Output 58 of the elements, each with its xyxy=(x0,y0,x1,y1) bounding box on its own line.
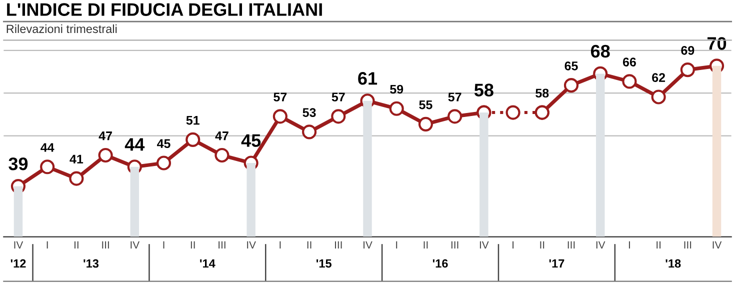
data-label: 53 xyxy=(302,108,316,117)
x-tick-label: III xyxy=(335,241,342,248)
data-label: 45 xyxy=(241,134,261,147)
x-tick-label: I xyxy=(396,241,398,248)
data-label: 59 xyxy=(390,84,404,94)
x-tick-label: I xyxy=(46,241,48,248)
data-label: 47 xyxy=(98,132,112,140)
x-tick-label: IV xyxy=(596,241,606,248)
text: '15 xyxy=(316,259,332,268)
x-tick-label: II xyxy=(656,241,660,248)
data-label: 39 xyxy=(8,157,28,170)
text: '17 xyxy=(549,259,564,268)
data-label: 55 xyxy=(419,100,432,110)
text: '14 xyxy=(200,259,216,268)
data-label: 58 xyxy=(536,88,549,98)
x-tick-label: I xyxy=(280,241,281,248)
data-label: 47 xyxy=(215,132,228,140)
data-label: 61 xyxy=(358,72,378,85)
x-tick-label: I xyxy=(628,241,630,248)
data-label: 70 xyxy=(708,37,726,50)
x-tick-label: IV xyxy=(130,241,140,248)
x-tick-label: IV xyxy=(480,241,489,248)
x-tick-label: I xyxy=(163,241,164,248)
text: '16 xyxy=(432,259,448,268)
x-tick-label: III xyxy=(684,241,692,248)
data-label: 57 xyxy=(332,92,345,102)
x-tick-label: II xyxy=(74,241,78,248)
data-label: 66 xyxy=(622,58,636,66)
data-label: 58 xyxy=(474,84,494,96)
x-tick-label: III xyxy=(451,241,458,248)
x-tick-label: III xyxy=(102,241,109,248)
x-tick-label: IV xyxy=(712,241,722,248)
text: '12 xyxy=(10,259,26,268)
chart-title: L'INDICE DI FIDUCIA DEGLI ITALIANI xyxy=(7,3,322,16)
x-tick-label: II xyxy=(190,241,195,248)
data-label: 41 xyxy=(70,154,84,164)
data-label: 44 xyxy=(40,143,54,152)
x-tick-label: III xyxy=(568,241,575,248)
x-tick-label: II xyxy=(424,241,428,248)
data-label: 62 xyxy=(652,73,666,82)
data-label: 51 xyxy=(186,116,200,125)
x-tick-label: II xyxy=(307,241,312,248)
x-tick-label: IV xyxy=(364,241,372,248)
x-tick-label: IV xyxy=(247,241,256,248)
data-label: 68 xyxy=(590,44,610,58)
data-label: 57 xyxy=(274,92,287,102)
data-label: 57 xyxy=(448,92,462,102)
data-label: 44 xyxy=(124,138,145,151)
data-label: 69 xyxy=(681,46,694,55)
chart-subtitle: Rilevazioni trimestrali xyxy=(6,24,117,34)
text: '13 xyxy=(84,259,99,268)
x-tick-label: IV xyxy=(14,241,24,248)
text: '18 xyxy=(666,259,681,268)
data-label: 65 xyxy=(564,62,578,70)
x-tick-label: I xyxy=(512,241,514,248)
x-tick-label: III xyxy=(218,241,226,248)
data-label: 45 xyxy=(156,139,170,148)
x-tick-label: II xyxy=(540,241,544,248)
